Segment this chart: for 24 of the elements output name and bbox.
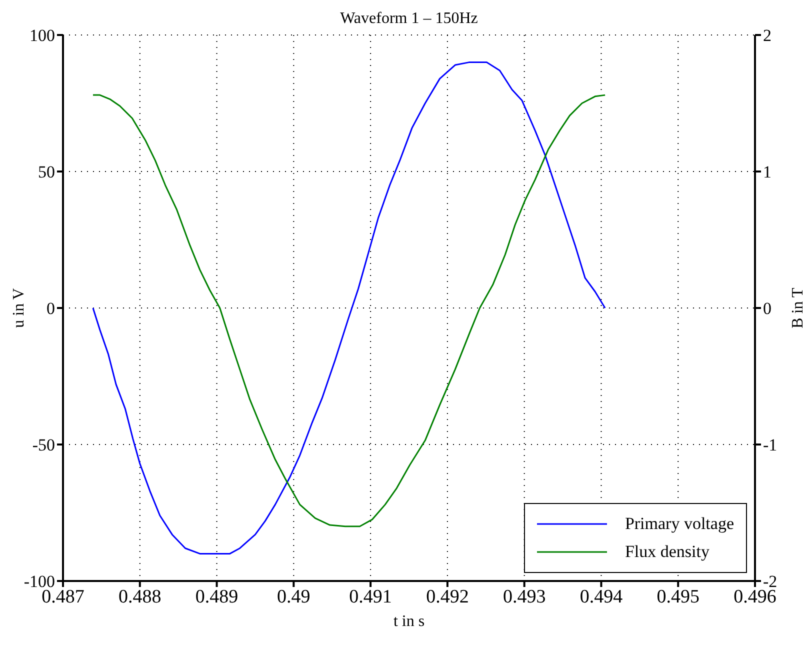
x-tick-label: 0.495 bbox=[656, 586, 700, 608]
x-axis-title: t in s bbox=[393, 613, 425, 630]
y-tick-label: 0 bbox=[46, 299, 55, 318]
x-tick-label: 0.489 bbox=[195, 586, 238, 608]
x-tick-label: 0.491 bbox=[349, 586, 392, 608]
y2-tick-label: 1 bbox=[763, 162, 772, 182]
x-tick-label: 0.49 bbox=[277, 586, 310, 608]
y2-tick-label: 2 bbox=[763, 26, 772, 46]
legend-label: Primary voltage bbox=[624, 514, 734, 534]
legend-label: Flux density bbox=[624, 542, 710, 562]
y2-axis-title: B in T bbox=[790, 287, 807, 328]
x-tick-label: 0.494 bbox=[580, 586, 624, 608]
x-tick-label: 0.487 bbox=[42, 586, 84, 608]
y-axis-title: u in V bbox=[10, 288, 28, 328]
chart-title: Waveform 1 – 150Hz bbox=[339, 10, 479, 28]
y2-tick-label: -1 bbox=[763, 436, 778, 455]
y-tick-label: 100 bbox=[30, 26, 55, 46]
x-tick-label: 0.496 bbox=[734, 586, 776, 608]
x-tick-label: 0.488 bbox=[118, 586, 162, 608]
y-tick-label: 50 bbox=[38, 162, 55, 182]
x-tick-label: 0.492 bbox=[426, 586, 469, 608]
y2-tick-label: 0 bbox=[763, 299, 772, 318]
x-tick-label: 0.493 bbox=[502, 586, 546, 608]
y-tick-label: -50 bbox=[32, 436, 55, 455]
